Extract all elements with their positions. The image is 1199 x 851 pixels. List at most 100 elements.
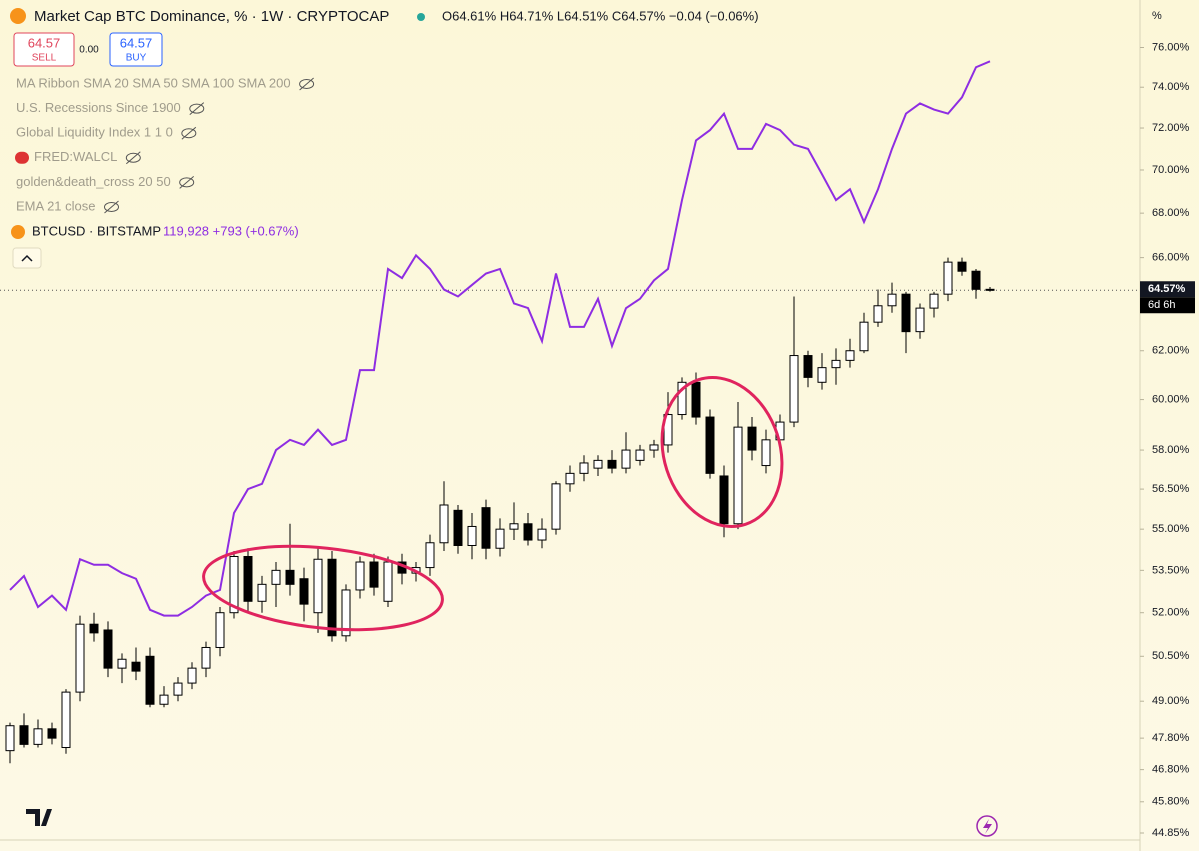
candle-body	[719, 475, 729, 525]
candle-body	[439, 504, 449, 544]
tv-logo	[26, 809, 52, 826]
candle-body	[873, 305, 883, 323]
visibility-icon	[189, 103, 205, 114]
candle-body	[579, 462, 589, 474]
indicator-list: MA Ribbon SMA 20 SMA 50 SMA 100 SMA 200 U…	[15, 75, 315, 214]
bitcoin-icon	[11, 225, 25, 239]
indicator-label: U.S. Recessions Since 1900	[16, 100, 181, 115]
candle-body	[453, 509, 463, 547]
candle-body	[131, 661, 141, 672]
countdown-box	[1140, 297, 1195, 314]
candle-body	[971, 270, 981, 290]
sell-price[interactable]: 64.57	[28, 35, 61, 50]
sell-box[interactable]	[13, 32, 75, 67]
y-tick-label: 58.00%	[1152, 444, 1190, 456]
candle-body	[845, 350, 855, 361]
candle-body	[733, 426, 743, 525]
visibility-slash	[179, 176, 195, 189]
candle-body	[621, 449, 631, 469]
overlay-line	[9, 60, 991, 617]
candle-body	[285, 569, 295, 585]
candle-body	[215, 612, 225, 648]
candle-body	[257, 583, 267, 602]
candle-body	[691, 381, 701, 418]
axis-unit: %	[1152, 10, 1162, 22]
visibility-slash	[299, 77, 314, 91]
visibility-icon	[179, 177, 195, 188]
y-tick-label: 60.00%	[1152, 393, 1190, 405]
chart-title: Market Cap BTC Dominance, % · 1W · CRYPT…	[34, 8, 389, 25]
candle-body	[887, 293, 897, 307]
candle-body	[271, 569, 281, 585]
sell-button[interactable]: 64.57 SELL	[13, 32, 75, 67]
spread: 0.00	[79, 45, 99, 56]
y-tick-label: 46.80%	[1152, 764, 1190, 776]
candle-body	[299, 578, 309, 605]
y-tick-label: 72.00%	[1152, 122, 1190, 134]
y-tick-label: 50.50%	[1152, 650, 1190, 662]
candle-body	[103, 629, 113, 669]
candle-body	[635, 449, 645, 461]
candle-body	[537, 528, 547, 541]
candle-body	[187, 667, 197, 684]
visibility-slash	[104, 200, 119, 214]
candle-body	[243, 555, 253, 602]
candle-body	[341, 589, 351, 637]
visibility-slash	[125, 151, 141, 165]
candle-body	[425, 542, 435, 569]
candle-body	[5, 725, 15, 752]
candle-body	[565, 472, 575, 485]
candle-body	[607, 459, 617, 469]
visibility-icon	[125, 152, 141, 163]
candle-body	[957, 261, 967, 272]
countdown: 6d 6h	[1148, 299, 1176, 311]
y-tick-label: 53.50%	[1152, 564, 1190, 576]
candle-body	[495, 528, 505, 549]
collapse-button[interactable]	[12, 247, 42, 269]
candle-body	[313, 558, 323, 614]
buy-label[interactable]: BUY	[126, 53, 147, 64]
y-tick-label: 55.00%	[1152, 523, 1190, 535]
candle-body	[859, 321, 869, 352]
candle-body	[789, 355, 799, 423]
candle-body	[369, 561, 379, 588]
y-tick-label: 68.00%	[1152, 207, 1190, 219]
y-tick-label: 44.85%	[1152, 827, 1190, 839]
buy-price[interactable]: 64.57	[120, 35, 153, 50]
sell-label[interactable]: SELL	[32, 53, 57, 64]
candle-body	[159, 694, 169, 705]
candle-body	[467, 525, 477, 547]
candle-body	[33, 728, 43, 745]
lightning-glyph[interactable]	[983, 819, 992, 834]
visibility-icon	[299, 79, 315, 89]
lightning-icon[interactable]	[976, 815, 998, 837]
buy-box[interactable]	[109, 32, 163, 67]
candle-body	[649, 444, 659, 451]
status-dot	[417, 13, 425, 21]
candle-body	[747, 426, 757, 451]
indicator-label: MA Ribbon SMA 20 SMA 50 SMA 100 SMA 200	[16, 75, 291, 90]
visibility-slash	[181, 126, 197, 140]
candle-body	[145, 655, 155, 705]
y-tick-label: 52.00%	[1152, 607, 1190, 619]
candle-body	[383, 561, 393, 602]
y-tick-label: 45.80%	[1152, 796, 1190, 808]
buy-button[interactable]: 64.57 BUY	[109, 32, 163, 67]
indicator-label: Global Liquidity Index 1 1 0	[16, 125, 173, 140]
y-tick-label: 66.00%	[1152, 252, 1190, 264]
candle-body	[89, 623, 99, 634]
candle-body	[509, 523, 519, 530]
candle-body	[117, 658, 127, 669]
visibility-icon	[181, 128, 197, 139]
candle-body	[817, 367, 827, 383]
candle-body	[943, 261, 953, 295]
candle-body	[831, 359, 841, 369]
collapse-icon[interactable]	[21, 254, 33, 262]
candle-body	[761, 439, 771, 467]
y-tick-label: 62.00%	[1152, 345, 1190, 357]
candle-body	[173, 682, 183, 696]
annotation-circle	[202, 544, 444, 632]
candle-body	[481, 507, 491, 549]
